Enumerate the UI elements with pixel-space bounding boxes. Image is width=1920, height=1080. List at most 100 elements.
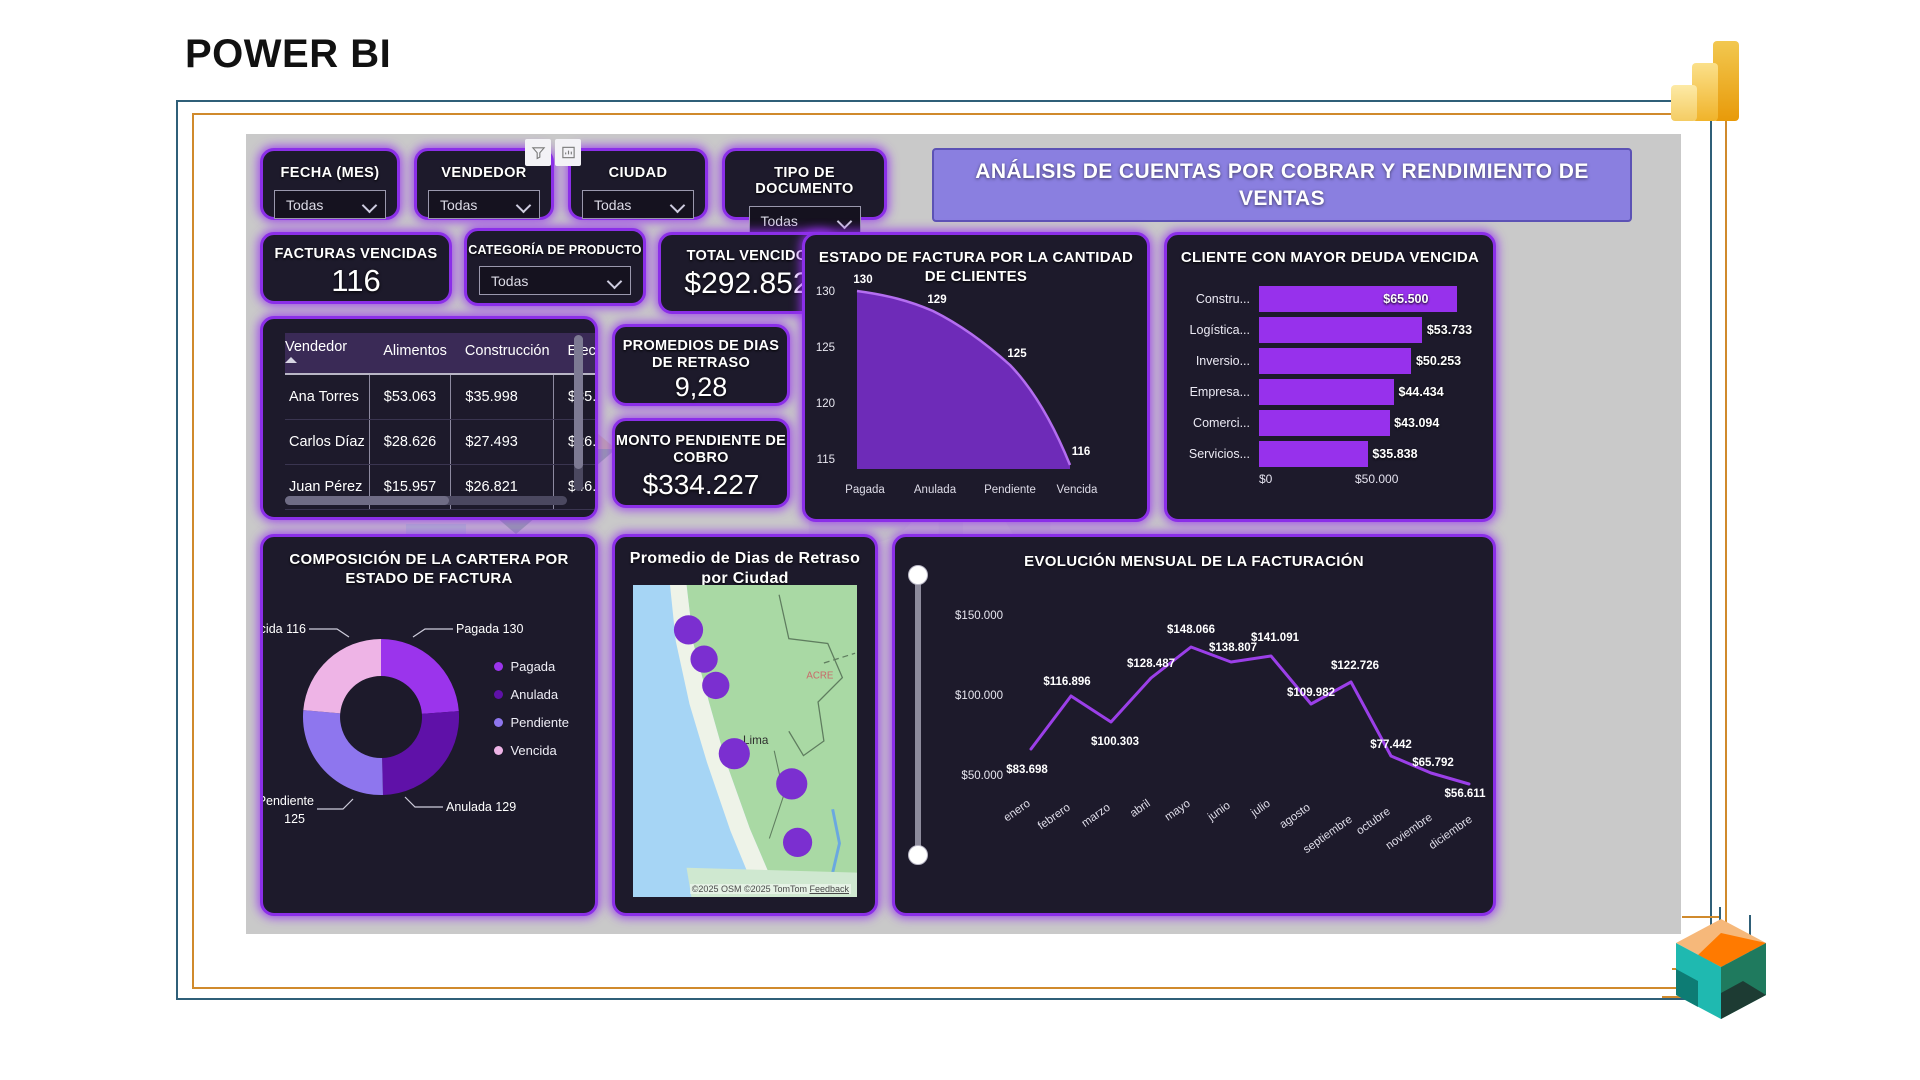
slicer-fecha-mes[interactable]: FECHA (MES) Todas [260,148,400,220]
datalabel-mayo: $148.066 [1167,624,1215,636]
slicer-categoria-producto[interactable]: CATEGORÍA DE PRODUCTO Todas [464,228,646,306]
slicer-dropdown-fecha[interactable]: Todas [274,190,386,219]
slicer-vendedor[interactable]: VENDEDOR Todas [414,148,554,220]
xtick-0: $0 [1259,472,1273,486]
table-row[interactable]: Carlos Díaz $28.626 $27.493 $26.012 [285,419,595,465]
kpi-promedio-dias-retraso: PROMEDIOS DE DIAS DE RETRASO 9,28 [612,324,790,406]
slice-anulada[interactable] [382,711,460,795]
range-slider-knob-top[interactable] [908,565,928,585]
chart-evolucion-mensual[interactable]: EVOLUCIÓN MENSUAL DE LA FACTURACIÓN $150… [892,534,1496,916]
legend-swatch-pagada [494,662,504,671]
slicer-dropdown-tipo-documento[interactable]: Todas [748,206,861,235]
table-row[interactable]: Ana Torres $53.063 $35.998 $35.807 [285,374,595,420]
filter-glyph [531,147,545,160]
map-bubble[interactable] [702,671,730,700]
xtick-enero: enero [1002,798,1033,825]
bar-track: $50.253 [1259,348,1477,374]
chevron-down-icon [363,198,376,211]
range-slider-knob-bottom[interactable] [908,845,928,865]
slice-pendiente[interactable] [302,710,383,796]
kpi-value-monto-pendiente: $334.227 [642,469,760,501]
matrix-rows: Ana Torres $53.063 $35.998 $35.807 Carlo… [285,374,595,510]
legend-label-pagada: Pagada [510,659,556,674]
chart-title-estado-factura: ESTADO DE FACTURA POR LA CANTIDAD DE CLI… [818,249,1134,285]
datalabel-pagada: 130 [853,274,872,286]
datalabel-agosto: $109.982 [1287,687,1335,699]
slice-vencida[interactable] [303,639,381,714]
callout-line-anulada [404,796,443,808]
focus-mode-icon[interactable] [555,139,581,166]
slice-pagada[interactable] [381,639,459,714]
slicer-dropdown-categoria[interactable]: Todas [479,266,631,295]
filter-icon[interactable] [525,139,551,166]
bar-row[interactable]: Constru... $65.500 [1181,285,1477,313]
power-bi-logo-icon [1671,41,1739,121]
legend-item-anulada[interactable]: Anulada [494,687,569,702]
range-slider-track[interactable] [908,565,928,865]
xtick-julio: julio [1248,798,1272,820]
legend-item-pagada[interactable]: Pagada [494,659,569,674]
slicer-tipo-documento[interactable]: TIPO DE DOCUMENTO Todas [722,148,887,235]
matrix-col-vendedor[interactable]: Vendedor [285,333,370,374]
map-bubble[interactable] [690,645,718,673]
cell-vendedor: Carlos Díaz [285,419,370,465]
legend-swatch-vencida [494,746,504,755]
scrollbar-thumb[interactable] [285,496,449,505]
scrollbar-thumb[interactable] [574,335,583,470]
matrix-col-construccion[interactable]: Construcción [450,333,554,374]
matrix-col-alimentos[interactable]: Alimentos [369,333,451,374]
bar-row[interactable]: Inversio... $50.253 [1181,347,1477,375]
report-canvas: D N FECHA (MES) Todas VENDEDOR Todas CIU… [246,134,1681,934]
area-line [856,289,1072,466]
bar-value-label: $65.500 [1383,292,1429,306]
datalabel-anulada: 129 [927,294,946,306]
chart-cliente-mayor-deuda[interactable]: CLIENTE CON MAYOR DEUDA VENCIDA Constru.… [1164,232,1496,522]
cell-vendedor: Ana Torres [285,374,370,420]
xtick-noviembre: noviembre [1384,812,1435,853]
slicer-dropdown-ciudad[interactable]: Todas [582,190,694,219]
map-promedio-dias-retraso[interactable]: Promedio de Dias de Retraso por Ciudad A… [612,534,878,916]
bar-row[interactable]: Logística... $53.733 [1181,316,1477,344]
kpi-monto-pendiente: MONTO PENDIENTE DE COBRO $334.227 [612,418,790,508]
cell-alimentos: $53.063 [368,374,451,420]
bar-value-label: $43.094 [1394,416,1440,430]
bar-row[interactable]: Empresa... $44.434 [1181,378,1477,406]
map-bubble[interactable] [718,738,750,770]
xtick-50000: $50.000 [1355,472,1399,486]
chart-estado-factura[interactable]: ESTADO DE FACTURA POR LA CANTIDAD DE CLI… [802,232,1150,522]
matrix-vertical-scrollbar[interactable] [574,335,583,491]
bar-category-label: Comerci... [1193,416,1250,430]
map-canvas[interactable]: ACRE Lima ©2025 OSM ©2025 TomTom Feedbac… [633,585,857,897]
xtick-abril: abril [1128,798,1153,820]
callout-line-pagada [412,628,453,638]
chart-composicion-cartera[interactable]: COMPOSICIÓN DE LA CARTERA POR ESTADO DE … [260,534,598,916]
bar-fill [1259,348,1412,374]
map-tiles: ACRE Lima [633,585,857,897]
legend-item-pendiente[interactable]: Pendiente [494,715,569,730]
datalabel-diciembre: $56.611 [1445,788,1487,800]
slicer-dropdown-vendedor[interactable]: Todas [428,190,540,219]
dashboard-banner-title: ANÁLISIS DE CUENTAS POR COBRAR Y RENDIMI… [932,148,1632,222]
matrix-ventas-por-vendedor[interactable]: Vendedor Alimentos Construcción Electrón… [260,316,598,520]
bar-row[interactable]: Servicios... $35.838 [1181,440,1477,468]
bar-row[interactable]: Comerci... $43.094 [1181,409,1477,437]
slicer-value-fecha: Todas [286,196,324,213]
kpi-value-facturas-vencidas: 116 [331,263,381,299]
datalabel-noviembre: $65.792 [1412,757,1454,769]
bar-category-label: Inversio... [1195,354,1250,368]
datalabel-febrero: $116.896 [1043,676,1090,688]
xtick-diciembre: diciembre [1427,814,1475,852]
visual-header-toolbar[interactable] [525,139,581,166]
bar-value-label: $50.253 [1415,354,1462,368]
bar-category-label: Empresa... [1189,385,1250,399]
xtick-agosto: agosto [1278,802,1313,832]
slicer-ciudad[interactable]: CIUDAD Todas [568,148,708,220]
map-bubble[interactable] [673,615,704,645]
map-bubble[interactable] [776,768,808,800]
matrix-horizontal-scrollbar[interactable] [285,496,567,505]
map-feedback-link[interactable]: Feedback [809,884,849,894]
legend-item-vencida[interactable]: Vencida [494,743,569,758]
map-bubble[interactable] [782,827,813,858]
slicer-label-tipo-documento: TIPO DE DOCUMENTO [755,165,854,197]
